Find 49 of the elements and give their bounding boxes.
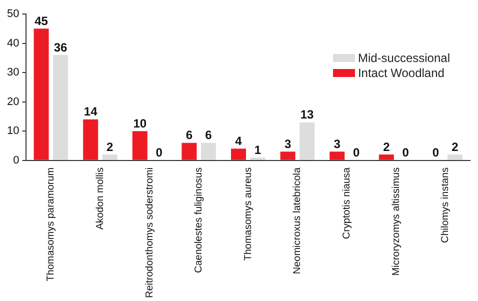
x-tick-label: Chilomys instans [440, 167, 452, 243]
x-tick-label: Microryzomys altissimus [390, 167, 402, 276]
data-label: 2 [106, 140, 114, 154]
data-label: 13 [300, 108, 314, 122]
data-label: 2 [452, 140, 459, 154]
data-label: 4 [235, 134, 242, 148]
bar [182, 142, 197, 160]
bar [447, 154, 462, 160]
data-label: 0 [156, 146, 163, 160]
y-tick-label: 0 [13, 154, 20, 166]
data-label: 2 [383, 140, 390, 154]
bar [250, 157, 266, 160]
data-label: 45 [34, 14, 48, 28]
bar [132, 131, 148, 160]
y-tick-label: 50 [6, 8, 20, 20]
x-tick-label: Neomicroxus latebricola [292, 166, 304, 274]
legend-label: Intact Woodland [358, 66, 444, 80]
x-tick-label: Cryptotis niausa [341, 166, 352, 240]
data-label: 0 [402, 146, 410, 160]
legend-label: Mid-successional [358, 50, 450, 64]
data-label: 36 [54, 40, 68, 54]
bar [378, 154, 394, 160]
y-tick-label: 30 [6, 66, 20, 79]
y-tick-label: 10 [6, 125, 20, 138]
data-label: 0 [432, 146, 440, 160]
y-tick-label: 40 [6, 37, 20, 50]
bar [330, 152, 345, 160]
bar [280, 152, 296, 160]
bar [200, 142, 216, 160]
x-tick-label: Akodon mollis [94, 167, 106, 230]
y-tick-label: 20 [6, 96, 20, 108]
data-label: 14 [84, 104, 98, 119]
bar [34, 28, 49, 160]
data-label: 3 [334, 136, 341, 151]
data-label: 0 [353, 146, 360, 160]
x-tick-label: Reitrodonthomys soderstromi [144, 167, 156, 298]
data-label: 3 [284, 136, 292, 151]
data-label: 6 [186, 128, 193, 142]
data-label: 1 [254, 142, 262, 157]
bar [231, 148, 246, 160]
bar [53, 54, 68, 160]
x-tick-label: Thomasomys paramorum [46, 167, 57, 282]
bar [300, 122, 315, 160]
data-label: 10 [133, 116, 147, 130]
x-tick-label: Thomasomys aureus [242, 167, 254, 261]
x-tick-label: Caenolestes fuliginosus [194, 167, 205, 274]
bar [83, 119, 98, 160]
bar [102, 154, 118, 160]
data-label: 6 [205, 128, 212, 142]
